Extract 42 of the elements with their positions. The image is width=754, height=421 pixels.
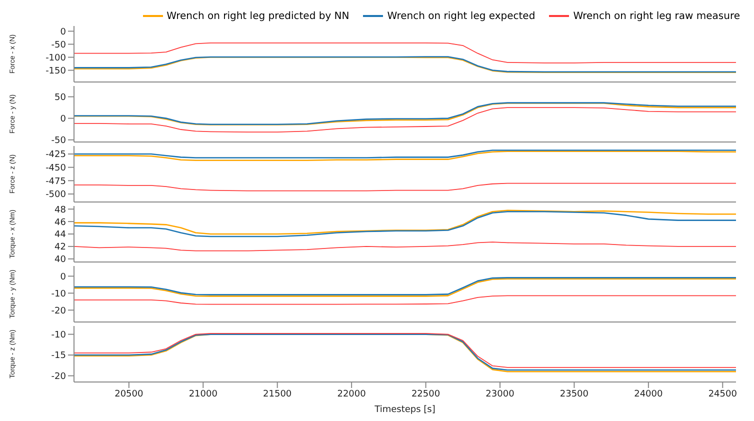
x-tick-label: 20500 — [114, 389, 144, 400]
y-tick-label: -500 — [46, 190, 66, 200]
line-series — [74, 150, 736, 162]
y-tick-label: -10 — [51, 330, 66, 340]
y-tick-label: -475 — [46, 176, 66, 187]
y-tick-label: 46 — [54, 218, 66, 228]
x-tick-label: 22000 — [337, 389, 366, 400]
y-tick-label: -450 — [46, 164, 66, 174]
line-series — [74, 295, 736, 305]
y-tick-label: 50 — [54, 92, 66, 103]
line-series — [74, 42, 736, 64]
x-tick-label: 21500 — [263, 389, 292, 400]
y-tick-label: -10 — [51, 289, 66, 300]
line-series — [74, 182, 736, 192]
y-tick-label: -20 — [51, 372, 66, 382]
y-tick-label: 42 — [54, 242, 66, 253]
y-tick-label: 48 — [54, 205, 66, 216]
y-tick-label: 0 — [60, 272, 66, 282]
y-tick-label: -150 — [46, 66, 66, 76]
y-tick-label: 0 — [60, 114, 66, 125]
x-tick-label: 21000 — [188, 389, 218, 400]
y-tick-label: -425 — [46, 150, 66, 160]
legend-label: Wrench on right leg expected — [387, 10, 536, 22]
x-tick-label: 23000 — [486, 389, 515, 400]
x-tick-label: 23500 — [560, 389, 589, 400]
y-tick-label: -20 — [51, 306, 66, 316]
y-tick-label: -50 — [51, 136, 66, 146]
line-series — [74, 107, 736, 133]
x-tick-label: 24000 — [634, 389, 664, 400]
y-tick-label: 0 — [60, 27, 66, 38]
y-tick-label: 44 — [54, 230, 66, 240]
line-series — [74, 242, 736, 252]
x-tick-label: 22500 — [411, 389, 440, 400]
y-tick-label: -100 — [46, 53, 66, 64]
y-tick-label: -15 — [51, 351, 66, 362]
x-axis-title: Timesteps [s] — [374, 405, 436, 415]
line-series — [74, 150, 736, 158]
y-tick-label: -50 — [51, 40, 66, 50]
y-tick-label: 40 — [54, 255, 66, 266]
legend-label: Wrench on right leg predicted by NN — [166, 10, 350, 22]
x-tick-label: 24500 — [708, 389, 738, 400]
legend-label: Wrench on right leg raw measure — [573, 10, 740, 22]
